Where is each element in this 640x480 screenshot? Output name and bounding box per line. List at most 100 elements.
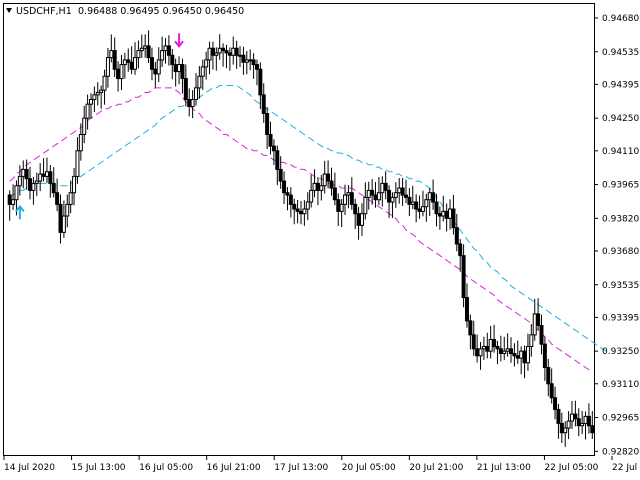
candle bbox=[166, 35, 171, 66]
y-tick-label: 0.92965 bbox=[602, 414, 639, 424]
candle bbox=[431, 179, 436, 210]
candle-body bbox=[556, 408, 561, 424]
candle-body bbox=[302, 208, 307, 215]
candle bbox=[282, 171, 287, 205]
candle bbox=[254, 59, 259, 86]
candle bbox=[309, 174, 314, 208]
candle-body bbox=[522, 350, 527, 364]
candle-body bbox=[376, 192, 381, 201]
candle-body bbox=[21, 168, 26, 177]
candle bbox=[339, 199, 344, 228]
candle-body bbox=[41, 173, 46, 177]
candle bbox=[464, 283, 469, 328]
candle bbox=[136, 40, 141, 69]
candle-body bbox=[92, 94, 97, 101]
candle bbox=[292, 198, 297, 225]
candle-body bbox=[133, 57, 138, 70]
candle bbox=[61, 200, 66, 238]
candle-body bbox=[569, 413, 574, 422]
candle-body bbox=[336, 199, 341, 212]
candle bbox=[11, 184, 16, 210]
candle-body bbox=[265, 113, 270, 135]
candle-body bbox=[434, 201, 439, 215]
candle-body bbox=[464, 297, 469, 322]
candle-body bbox=[285, 192, 290, 196]
candle-body bbox=[51, 182, 56, 194]
candle-body bbox=[68, 192, 73, 205]
candle-body bbox=[105, 57, 110, 77]
candle-body bbox=[292, 203, 297, 210]
candle-body bbox=[193, 87, 198, 101]
candle bbox=[546, 358, 551, 397]
candle-body bbox=[166, 45, 171, 56]
candle-body bbox=[373, 194, 378, 201]
candle-body bbox=[38, 173, 43, 182]
candle-body bbox=[404, 194, 409, 198]
candle-body bbox=[529, 334, 534, 347]
candle-body bbox=[525, 345, 530, 364]
candle-body bbox=[424, 199, 429, 208]
candle bbox=[265, 107, 270, 149]
candle bbox=[78, 123, 83, 161]
candle-body bbox=[55, 192, 60, 205]
candle-body bbox=[315, 182, 320, 191]
candle bbox=[68, 180, 73, 214]
candle-body bbox=[221, 47, 226, 52]
x-tick-label: 17 Jul 13:00 bbox=[274, 463, 328, 473]
candle-body bbox=[532, 313, 537, 336]
candle bbox=[302, 200, 307, 226]
candle-body bbox=[210, 47, 215, 56]
candle bbox=[305, 192, 310, 221]
candle-body bbox=[149, 57, 154, 70]
candle-body bbox=[332, 187, 337, 201]
candle-body bbox=[14, 185, 19, 201]
plot-area bbox=[3, 3, 595, 456]
plot-border bbox=[3, 3, 595, 456]
candle bbox=[34, 172, 39, 196]
candle-body bbox=[119, 64, 124, 80]
candle bbox=[563, 421, 568, 447]
candle-body bbox=[339, 203, 344, 212]
candle-body bbox=[380, 182, 385, 194]
candle bbox=[99, 85, 104, 109]
candle-body bbox=[505, 348, 510, 352]
candle bbox=[251, 53, 256, 79]
candle-body bbox=[417, 208, 422, 212]
candle bbox=[468, 314, 473, 350]
candle-body bbox=[343, 194, 348, 205]
candle-body bbox=[322, 173, 327, 187]
candle bbox=[180, 58, 185, 94]
candle-body bbox=[451, 208, 456, 229]
candle bbox=[170, 48, 175, 80]
candle bbox=[451, 194, 456, 235]
candle-body bbox=[444, 210, 449, 219]
candle-body bbox=[58, 203, 63, 233]
candle bbox=[580, 410, 585, 435]
candle bbox=[95, 82, 100, 106]
y-tick-label: 0.94110 bbox=[602, 147, 639, 157]
candle bbox=[420, 190, 425, 217]
y-tick-label: 0.94395 bbox=[602, 80, 639, 90]
y-tick-label: 0.93965 bbox=[602, 181, 639, 191]
candle-body bbox=[576, 418, 581, 427]
candle bbox=[319, 174, 324, 201]
candle bbox=[193, 73, 198, 106]
candle-body bbox=[241, 54, 246, 63]
price-axis: 0.94680 0.94535 0.94395 0.94250 0.94110 0.939… bbox=[594, 14, 639, 457]
candle bbox=[295, 199, 300, 224]
candle bbox=[542, 336, 547, 381]
candle-body bbox=[200, 66, 205, 77]
candle-body bbox=[326, 173, 331, 182]
candle bbox=[566, 411, 571, 440]
collapse-triangle-icon[interactable] bbox=[6, 8, 12, 13]
candle bbox=[390, 192, 395, 218]
candle-body bbox=[204, 59, 209, 68]
candle bbox=[329, 167, 334, 196]
candle bbox=[536, 298, 541, 331]
candle-body bbox=[309, 189, 314, 203]
x-tick-label: 16 Jul 05:00 bbox=[139, 463, 193, 473]
signal-arrows bbox=[15, 33, 184, 220]
candle-body bbox=[559, 422, 564, 434]
candle-body bbox=[431, 192, 436, 203]
